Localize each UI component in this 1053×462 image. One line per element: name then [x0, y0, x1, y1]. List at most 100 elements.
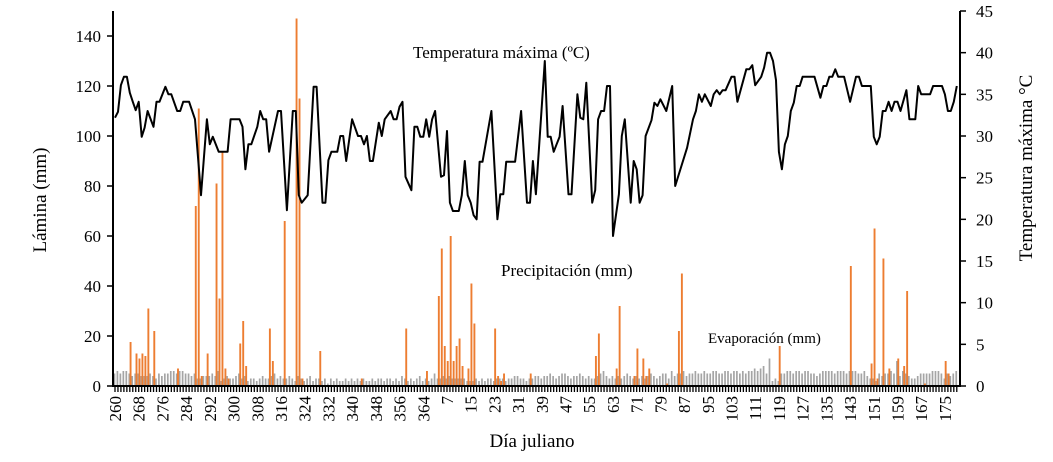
evaporation-bar: [608, 378, 611, 386]
evaporation-bar: [196, 378, 199, 386]
evaporation-bar: [312, 381, 314, 386]
evaporation-bar: [682, 371, 685, 386]
evaporation-bar: [513, 376, 516, 386]
evaporation-bar: [902, 371, 904, 386]
evaporation-bar: [504, 381, 507, 386]
evaporation-bar: [821, 371, 824, 386]
precipitation-bar: [319, 351, 322, 386]
evaporation-bar: [673, 376, 676, 386]
evaporation-bar: [558, 376, 560, 386]
evaporation-bar: [427, 381, 430, 386]
precipitation-bar: [129, 342, 132, 386]
x-tick-label: 175: [936, 396, 955, 422]
x-tick-label: 260: [106, 396, 125, 422]
evaporation-bar: [386, 378, 388, 386]
evaporation-bar: [546, 376, 549, 386]
evaporation-bar: [724, 371, 726, 386]
evaporation-bar: [570, 378, 572, 386]
evaporation-bar: [878, 373, 881, 386]
x-tick-label: 364: [414, 396, 433, 422]
precipitation-bar: [194, 206, 197, 386]
x-tick-label: 151: [865, 396, 884, 422]
evaporation-bar: [211, 373, 214, 386]
evaporation-bar: [241, 378, 243, 386]
right-y-tick-label: 25: [976, 169, 993, 188]
evaporation-bar: [288, 376, 291, 386]
evaporation-bar: [371, 378, 374, 386]
evaporation-bar: [937, 371, 940, 386]
evaporation-bar: [137, 373, 140, 386]
evaporation-bar: [605, 376, 608, 386]
evaporation-bar: [389, 378, 391, 386]
evaporation-bar: [629, 376, 632, 386]
evaporation-bar: [617, 376, 620, 386]
x-tick-label: 71: [628, 396, 647, 413]
precipitation-bar: [360, 378, 363, 386]
evaporation-bar: [392, 381, 394, 386]
evaporation-bar: [175, 373, 178, 386]
precipitation-bar: [503, 373, 505, 386]
evaporation-bar: [771, 381, 774, 386]
evaporation-bar: [881, 376, 883, 386]
precipitation-bar: [615, 368, 618, 386]
evaporation-bar: [596, 376, 599, 386]
evaporation-bar: [842, 371, 845, 386]
right-y-tick-label: 5: [976, 335, 985, 354]
evaporation-bar: [131, 376, 134, 386]
evaporation-bar: [531, 378, 534, 386]
evaporation-bar: [255, 381, 258, 386]
evaporation-bar: [166, 373, 169, 386]
evaporation-bar: [943, 378, 946, 386]
precipitation-bar: [215, 183, 218, 386]
evaporation-bar: [270, 376, 273, 386]
evaporation-bar: [158, 373, 160, 386]
evaporation-bar: [285, 378, 288, 386]
evaporation-bar: [614, 378, 617, 386]
evaporation-bar: [507, 378, 510, 386]
evaporation-bar: [875, 381, 878, 386]
precipitation-bar: [426, 371, 428, 386]
evaporation-bar: [235, 376, 237, 386]
evaporation-bar: [374, 381, 377, 386]
evaporation-bar: [679, 373, 682, 386]
evaporation-bar: [765, 373, 768, 386]
evaporation-bar: [741, 371, 744, 386]
precipitation-bar: [870, 363, 873, 386]
evaporation-bar: [884, 373, 886, 386]
evaporation-bar: [697, 373, 700, 386]
evaporation-bar: [436, 378, 439, 386]
evaporation-bar: [845, 373, 848, 386]
evaporation-bar: [685, 376, 688, 386]
evaporation-bar: [238, 373, 240, 386]
left-y-tick-label: 20: [84, 327, 101, 346]
evaporation-bar: [664, 373, 667, 386]
evaporation-bar: [712, 371, 715, 386]
precipitation-bar: [473, 323, 476, 386]
precipitation-bar: [283, 221, 286, 386]
right-y-tick-label: 30: [976, 127, 993, 146]
precipitation-bar: [301, 378, 304, 386]
evaporation-bar: [801, 373, 803, 386]
evaporation-bar: [276, 378, 279, 386]
evaporation-bar: [404, 378, 406, 386]
evaporation-bar: [727, 371, 729, 386]
precipitation-bar: [197, 108, 200, 386]
evaporation-bar: [318, 378, 320, 386]
evaporation-bar: [297, 376, 300, 386]
precipitation-bar: [906, 291, 909, 386]
x-tick-label: 332: [319, 396, 338, 422]
right-y-tick-label: 45: [976, 2, 993, 21]
x-tick-label: 7: [438, 396, 457, 405]
evaporation-bar: [478, 381, 480, 386]
precipitation-bar: [494, 328, 497, 386]
evaporation-bar: [223, 378, 225, 386]
precipitation-bar: [594, 356, 597, 386]
precipitation-bar: [461, 366, 464, 386]
precipitation-bar: [298, 98, 301, 386]
evaporation-bar: [294, 381, 297, 386]
evaporation-bar: [152, 376, 154, 386]
evaporation-bar: [759, 368, 762, 386]
left-y-tick-label: 80: [84, 177, 101, 196]
evaporation-bar: [261, 376, 264, 386]
evaporation-bar: [762, 366, 765, 386]
